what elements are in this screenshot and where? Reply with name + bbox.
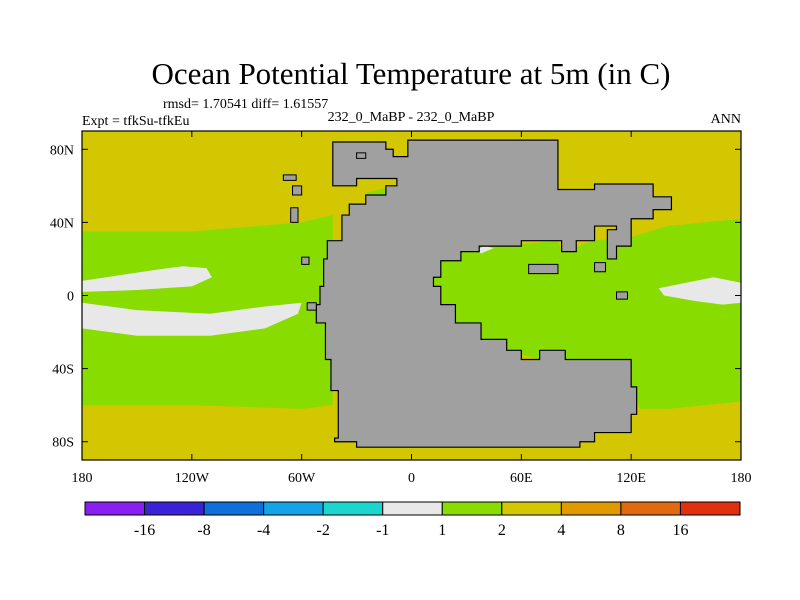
colorbar-swatch <box>84 501 146 516</box>
x-tick-label: 120E <box>616 471 646 486</box>
colorbar-swatch <box>203 501 265 516</box>
region-neg1-to-1 <box>82 302 302 336</box>
colorbar-swatch <box>263 501 324 516</box>
colorbar-swatch <box>501 501 562 516</box>
x-tick-label: 180 <box>72 471 93 486</box>
island <box>594 262 607 273</box>
island <box>292 185 303 196</box>
region-neg1-to-1 <box>658 277 741 305</box>
colorbar-label: 4 <box>557 522 565 539</box>
colorbar-label: -2 <box>317 522 330 539</box>
colorbar-label: -1 <box>376 522 389 539</box>
colorbar-swatch <box>144 501 205 516</box>
x-tick-label: 60E <box>510 471 533 486</box>
colorbar-label: 8 <box>617 522 625 539</box>
colorbar-label: -4 <box>257 522 270 539</box>
y-tick-label: 80S <box>52 436 74 451</box>
island <box>290 207 299 223</box>
stats-label: rmsd= 1.70541 diff= 1.61557 <box>163 97 328 112</box>
island <box>306 302 317 311</box>
island <box>301 256 310 265</box>
y-tick-label: 0 <box>67 290 74 305</box>
chart-title: Ocean Potential Temperature at 5m (in C) <box>152 56 671 91</box>
map-plot-area <box>82 131 741 460</box>
x-tick-label: 60W <box>288 471 316 486</box>
period-label: ANN <box>711 112 741 127</box>
x-tick-label: 120W <box>175 471 210 486</box>
x-tick-label: 180 <box>731 471 752 486</box>
colorbar: -16 -8 -4 -2 -1 1 2 4 8 16 <box>84 501 741 539</box>
y-tick-label: 40N <box>50 216 74 231</box>
colorbar-label: 2 <box>498 522 506 539</box>
colorbar-label: -8 <box>197 522 210 539</box>
island <box>528 263 559 275</box>
colorbar-label: -16 <box>134 522 155 539</box>
region-neg1-to-1 <box>475 246 494 254</box>
colorbar-swatch <box>441 501 503 516</box>
colorbar-swatch <box>679 501 741 516</box>
land-mask <box>315 139 673 448</box>
map-axes: 180 120W 60W 0 60E 120E 180 80N 40N 0 40S 80S <box>50 130 752 486</box>
region-neg1-to-1 <box>82 266 212 292</box>
experiment-label: Expt = tfkSu-tfkEu <box>82 114 189 129</box>
colorbar-swatch <box>560 501 622 516</box>
region-1-to-2 <box>82 215 333 409</box>
colorbar-label: 16 <box>672 522 688 539</box>
y-tick-label: 80N <box>50 143 74 158</box>
y-tick-label: 40S <box>52 363 74 378</box>
colorbar-swatch <box>620 501 681 516</box>
colorbar-label: 1 <box>438 522 446 539</box>
colorbar-swatch <box>382 501 443 516</box>
island <box>356 152 367 159</box>
island <box>616 291 629 300</box>
island <box>282 174 297 181</box>
x-tick-label: 0 <box>408 471 415 486</box>
colorbar-swatch <box>322 501 384 516</box>
region-1-to-2 <box>429 218 741 409</box>
case-label: 232_0_MaBP - 232_0_MaBP <box>328 110 495 125</box>
